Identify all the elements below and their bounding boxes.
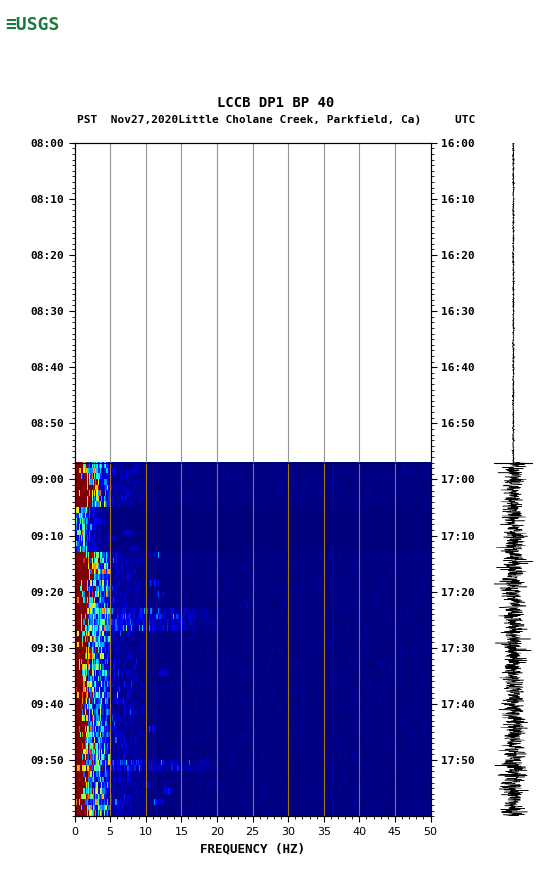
X-axis label: FREQUENCY (HZ): FREQUENCY (HZ)	[200, 842, 305, 855]
Text: ≡USGS: ≡USGS	[6, 16, 60, 34]
Text: PST  Nov27,2020Little Cholane Creek, Parkfield, Ca)     UTC: PST Nov27,2020Little Cholane Creek, Park…	[77, 115, 475, 126]
Text: LCCB DP1 BP 40: LCCB DP1 BP 40	[217, 95, 335, 110]
